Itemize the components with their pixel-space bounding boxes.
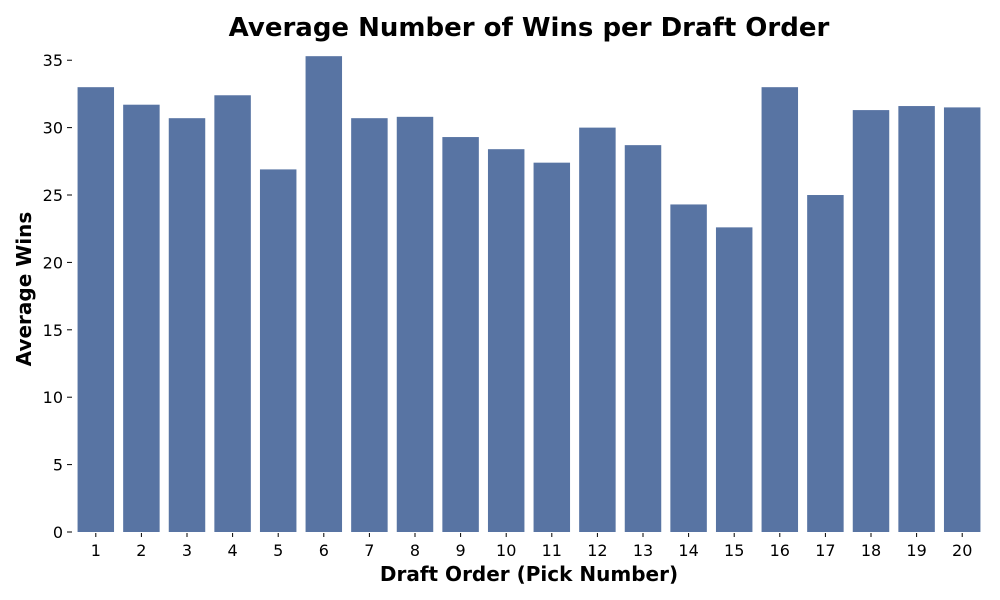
bar-pick-18 <box>852 110 890 533</box>
x-tick-label: 2 <box>136 541 146 560</box>
y-tick-label: 10 <box>43 388 63 407</box>
bar-pick-19 <box>898 106 935 532</box>
x-tick-label: 4 <box>228 541 238 560</box>
bar-pick-1 <box>77 87 115 532</box>
x-tick-label: 9 <box>456 541 466 560</box>
bar-pick-2 <box>123 104 160 533</box>
x-tick-label: 16 <box>770 541 790 560</box>
x-tick-label: 3 <box>182 541 192 560</box>
bar-pick-13 <box>624 145 662 533</box>
bar-pick-12 <box>579 127 616 532</box>
y-tick-label: 5 <box>53 456 63 475</box>
x-tick-label: 7 <box>364 541 374 560</box>
x-tick-label: 10 <box>496 541 516 560</box>
x-tick-label: 20 <box>952 541 972 560</box>
bar-pick-5 <box>259 169 297 532</box>
y-tick-label: 35 <box>43 51 63 70</box>
x-tick-label: 5 <box>273 541 283 560</box>
bar-pick-15 <box>715 227 753 532</box>
bar-pick-6 <box>305 56 343 532</box>
x-axis: 1 2 3 4 5 6 7 8 9 10 11 12 13 14 15 16 17 18 19 20 <box>91 533 972 560</box>
bar-pick-3 <box>168 118 206 533</box>
x-tick-label: 8 <box>410 541 420 560</box>
bar-pick-4 <box>214 95 251 533</box>
y-axis: 0 5 10 15 20 25 30 35 <box>43 51 72 542</box>
bar-pick-10 <box>487 149 525 532</box>
bar-pick-17 <box>807 195 844 532</box>
bar-pick-7 <box>351 118 388 533</box>
x-tick-label: 11 <box>542 541 562 560</box>
y-tick-label: 20 <box>43 253 63 272</box>
x-tick-label: 6 <box>319 541 329 560</box>
chart-title: Average Number of Wins per Draft Order <box>228 13 830 43</box>
bar-pick-9 <box>442 137 479 532</box>
y-tick-label: 25 <box>43 186 63 205</box>
bar-pick-11 <box>533 162 571 532</box>
x-tick-label: 14 <box>678 541 698 560</box>
x-tick-label: 18 <box>861 541 881 560</box>
bar-pick-16 <box>761 87 799 532</box>
bar-pick-8 <box>396 116 434 532</box>
bar-pick-14 <box>670 204 707 532</box>
x-tick-label: 12 <box>587 541 607 560</box>
x-tick-label: 17 <box>815 541 835 560</box>
bars <box>77 56 981 533</box>
y-axis-title: Average Wins <box>12 212 36 367</box>
y-tick-label: 15 <box>43 321 63 340</box>
x-tick-label: 15 <box>724 541 744 560</box>
x-tick-label: 13 <box>633 541 653 560</box>
x-tick-label: 19 <box>906 541 926 560</box>
x-axis-title: Draft Order (Pick Number) <box>380 562 678 586</box>
y-tick-label: 30 <box>43 119 63 138</box>
y-tick-label: 0 <box>53 523 63 542</box>
x-tick-label: 1 <box>91 541 101 560</box>
bar-pick-20 <box>943 107 981 532</box>
